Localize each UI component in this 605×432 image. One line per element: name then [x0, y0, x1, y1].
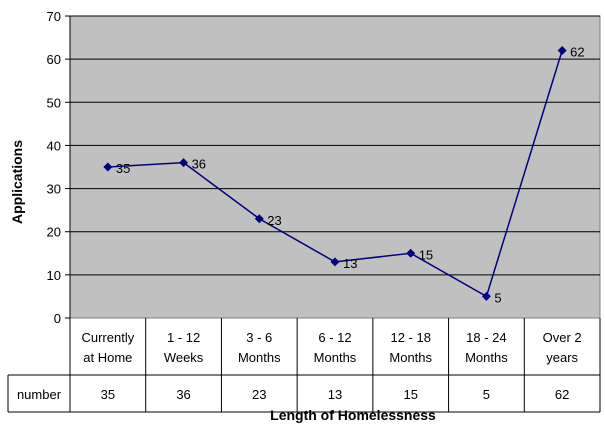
y-tick-label: 30 [47, 182, 61, 197]
y-tick-label: 60 [47, 52, 61, 67]
x-axis-title: Length of Homelessness [270, 407, 436, 423]
table-value: 13 [328, 387, 342, 402]
data-label: 23 [267, 213, 281, 228]
x-category-label-line: years [546, 350, 578, 365]
x-category-label-line: Weeks [164, 350, 204, 365]
data-point [179, 158, 189, 168]
y-axis-title: Applications [9, 140, 25, 224]
y-axis: 0 10 20 30 40 50 60 70 [47, 9, 71, 326]
x-category-label-line: at Home [83, 350, 132, 365]
table-value: 62 [555, 387, 569, 402]
x-category-label: 12 - 18 Months [389, 330, 432, 365]
table-value: 15 [403, 387, 417, 402]
data-point [254, 214, 264, 224]
gridlines [70, 15, 600, 276]
x-category-label: 18 - 24 Months [465, 330, 508, 365]
data-point [406, 248, 416, 258]
x-category-label-line: 3 - 6 [246, 330, 272, 345]
data-table: number Currently at Home 35 1 - 12 Weeks 36 3 -… [7, 318, 601, 413]
series-number: 35 36 23 13 15 5 62 [103, 45, 585, 305]
x-category-label-line: Currently [81, 330, 134, 345]
y-tick-label: 0 [54, 311, 61, 326]
y-tick-label: 20 [47, 225, 61, 240]
x-category-label-line: 12 - 18 [390, 330, 430, 345]
x-category-label: 3 - 6 Months [238, 330, 281, 365]
table-value: 36 [176, 387, 190, 402]
data-label: 36 [192, 157, 206, 172]
data-label: 35 [116, 161, 130, 176]
x-category-label-line: Months [238, 350, 281, 365]
data-label: 62 [570, 45, 584, 60]
x-category-label: Over 2 years [543, 330, 582, 365]
data-point [557, 46, 567, 56]
x-category-label-line: 6 - 12 [318, 330, 351, 345]
x-category-label-line: 1 - 12 [167, 330, 200, 345]
y-tick-label: 50 [47, 95, 61, 110]
data-label: 15 [419, 247, 433, 262]
x-category-label-line: Over 2 [543, 330, 582, 345]
data-point [330, 257, 340, 267]
x-category-label-line: Months [465, 350, 508, 365]
table-value: 5 [483, 387, 490, 402]
x-category-label: 1 - 12 Weeks [164, 330, 204, 365]
plot-area [69, 15, 601, 319]
data-point [103, 162, 113, 172]
y-tick-label: 40 [47, 138, 61, 153]
y-tick-label: 10 [47, 268, 61, 283]
table-value: 23 [252, 387, 266, 402]
x-category-label-line: 18 - 24 [466, 330, 506, 345]
data-label: 13 [343, 256, 357, 271]
data-label: 5 [494, 290, 501, 305]
table-value: 35 [101, 387, 115, 402]
y-tick-label: 70 [47, 9, 61, 24]
data-point [481, 291, 491, 301]
legend-series-name: number [17, 387, 62, 402]
x-category-label: 6 - 12 Months [314, 330, 357, 365]
x-category-label-line: Months [314, 350, 357, 365]
x-category-label-line: Months [389, 350, 432, 365]
x-category-label: Currently at Home [81, 330, 134, 365]
